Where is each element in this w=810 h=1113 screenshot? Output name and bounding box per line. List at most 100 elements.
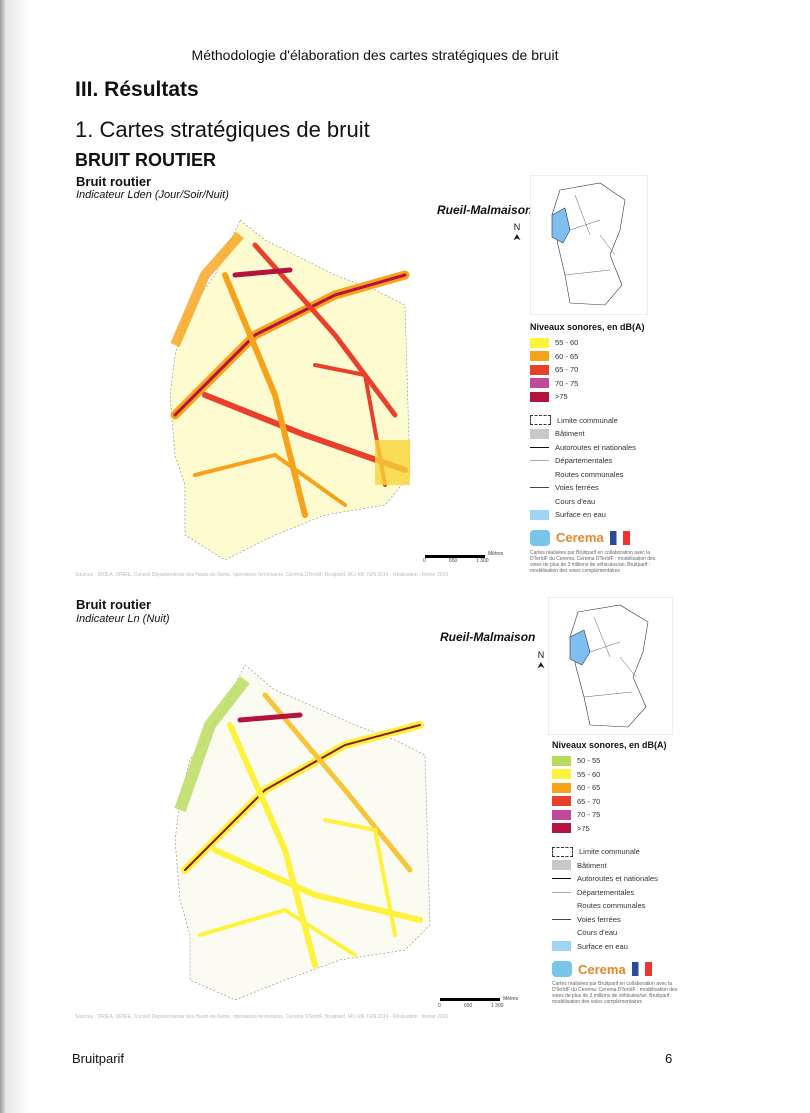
legend-title: Niveaux sonores, en dB(A) bbox=[530, 322, 645, 332]
legend-item: Limite communale bbox=[530, 414, 660, 428]
legend-label: Routes communales bbox=[577, 901, 646, 911]
legend-label: Cours d'eau bbox=[555, 496, 596, 506]
legend-label: Surface en eau bbox=[555, 510, 606, 520]
section-heading: III. Résultats bbox=[75, 78, 199, 101]
legend-title: Niveaux sonores, en dB(A) bbox=[552, 740, 667, 750]
legend-label: Départementales bbox=[555, 456, 613, 466]
legend-label: Cours d'eau bbox=[577, 928, 618, 938]
legend-swatch bbox=[530, 337, 549, 348]
legend-swatch bbox=[530, 428, 549, 439]
map2-city: Rueil-Malmaison bbox=[440, 630, 536, 644]
legend-swatch bbox=[530, 415, 551, 426]
legend-label: >75 bbox=[555, 392, 568, 402]
legend-label: 65 - 70 bbox=[555, 365, 579, 375]
bruitparif-logo bbox=[530, 529, 550, 546]
legend-label: Voies ferrées bbox=[577, 914, 621, 924]
legend-swatch bbox=[552, 755, 571, 766]
legend-class: 65 - 70 bbox=[530, 363, 660, 377]
legend-label: Limite communale bbox=[579, 847, 640, 857]
legend-label: 50 - 55 bbox=[577, 756, 601, 766]
legend-class: 70 - 75 bbox=[530, 377, 660, 391]
republique-logo bbox=[609, 530, 630, 545]
legend-class: 60 - 65 bbox=[530, 350, 660, 364]
map1-legend: Niveaux sonores, en dB(A) 55 - 60 60 - 65… bbox=[530, 322, 660, 574]
legend-swatch bbox=[552, 823, 571, 834]
legend-item: Surface en eau bbox=[530, 508, 660, 522]
legend-swatch bbox=[552, 846, 573, 857]
legend-class: 55 - 60 bbox=[530, 336, 660, 350]
legend-label: Limite communale bbox=[557, 415, 618, 425]
legend-label: >75 bbox=[577, 823, 590, 833]
legend-item: Bâtiment bbox=[530, 427, 660, 441]
legend-swatch bbox=[552, 782, 571, 793]
map1-city: Rueil-Malmaison bbox=[437, 203, 533, 217]
bruitparif-logo bbox=[552, 961, 572, 977]
scale-unit: Mètres bbox=[488, 551, 504, 557]
legend-item: Routes communales bbox=[530, 468, 660, 482]
legend-item: Voies ferrées bbox=[530, 481, 660, 495]
legend-swatch bbox=[530, 509, 549, 520]
legend-class: 60 - 65 bbox=[552, 781, 682, 795]
credits: Cartes réalisées par Bruitparif en colla… bbox=[530, 549, 656, 574]
legend-label: Voies ferrées bbox=[555, 483, 599, 493]
scale-unit: Mètres bbox=[503, 996, 519, 1002]
legend-swatch bbox=[530, 378, 549, 389]
map2-title: Bruit routier bbox=[76, 597, 152, 612]
legend-swatch bbox=[552, 860, 571, 871]
scale-tick-1: 650 bbox=[464, 1003, 473, 1009]
legend-label: Bâtiment bbox=[577, 860, 607, 870]
legend-item: Limite communale bbox=[552, 845, 682, 859]
cerema-logo: Cerema bbox=[578, 961, 626, 977]
footer-publisher: Bruitparif bbox=[72, 1051, 125, 1066]
map2-sources: Sources : DRIEA, DRIEE, Conseil Départem… bbox=[75, 1014, 449, 1020]
legend-label: 60 - 65 bbox=[555, 351, 579, 361]
legend-label: 70 - 75 bbox=[555, 378, 579, 388]
map2-indicator: Indicateur Ln (Nuit) bbox=[76, 613, 170, 625]
legend-item: Bâtiment bbox=[552, 859, 682, 873]
scale-tick-0: 0 bbox=[438, 1003, 441, 1009]
legend-label: Autoroutes et nationales bbox=[577, 874, 658, 884]
category-heading: BRUIT ROUTIER bbox=[75, 150, 216, 170]
legend-line-symbol bbox=[552, 891, 571, 893]
map1-inset bbox=[530, 175, 648, 315]
map1-title: Bruit routier bbox=[76, 174, 152, 189]
legend-label: Routes communales bbox=[555, 469, 624, 479]
legend-line-symbol bbox=[530, 460, 549, 462]
republique-logo bbox=[631, 962, 652, 976]
subsection-heading: 1. Cartes stratégiques de bruit bbox=[75, 117, 370, 142]
legend-class: 65 - 70 bbox=[552, 795, 682, 809]
legend-class: 55 - 60 bbox=[552, 768, 682, 782]
legend-label: 70 - 75 bbox=[577, 810, 601, 820]
legend-line-symbol bbox=[530, 487, 549, 489]
scale-tick-1: 650 bbox=[449, 558, 458, 564]
legend-line-symbol bbox=[552, 918, 571, 920]
legend-swatch bbox=[552, 769, 571, 780]
map2-legend: Niveaux sonores, en dB(A) 50 - 55 55 - 60… bbox=[552, 740, 682, 1005]
legend-item: Cours d'eau bbox=[552, 926, 682, 940]
legend-item: Autoroutes et nationales bbox=[530, 441, 660, 455]
legend-label: Autoroutes et nationales bbox=[555, 442, 636, 452]
legend-class: >75 bbox=[530, 390, 660, 404]
map1-indicator: Indicateur Lden (Jour/Soir/Nuit) bbox=[76, 189, 229, 201]
map2-inset bbox=[548, 597, 673, 735]
map1-sources: Sources : DRIEA, DRIEE, Conseil Départem… bbox=[75, 572, 449, 578]
north-arrow-icon: N ⮝ bbox=[513, 222, 521, 242]
legend-label: Surface en eau bbox=[577, 941, 628, 951]
legend-class: 50 - 55 bbox=[552, 754, 682, 768]
legend-item: Voies ferrées bbox=[552, 913, 682, 927]
legend-swatch bbox=[530, 351, 549, 362]
legend-swatch bbox=[552, 809, 571, 820]
legend-item: Cours d'eau bbox=[530, 495, 660, 509]
legend-label: 55 - 60 bbox=[577, 769, 601, 779]
legend-class: >75 bbox=[552, 822, 682, 836]
scale-tick-2: 1 300 bbox=[476, 558, 489, 564]
map1-noise-map bbox=[169, 219, 485, 561]
legend-swatch bbox=[530, 364, 549, 375]
scale-bar bbox=[425, 555, 485, 558]
legend-line-symbol bbox=[552, 878, 571, 880]
credits: Cartes réalisées par Bruitparif en colla… bbox=[552, 981, 678, 1005]
legend-swatch bbox=[552, 941, 571, 952]
legend-line-symbol bbox=[530, 446, 549, 448]
legend-swatch bbox=[552, 796, 571, 807]
legend-item: Routes communales bbox=[552, 899, 682, 913]
